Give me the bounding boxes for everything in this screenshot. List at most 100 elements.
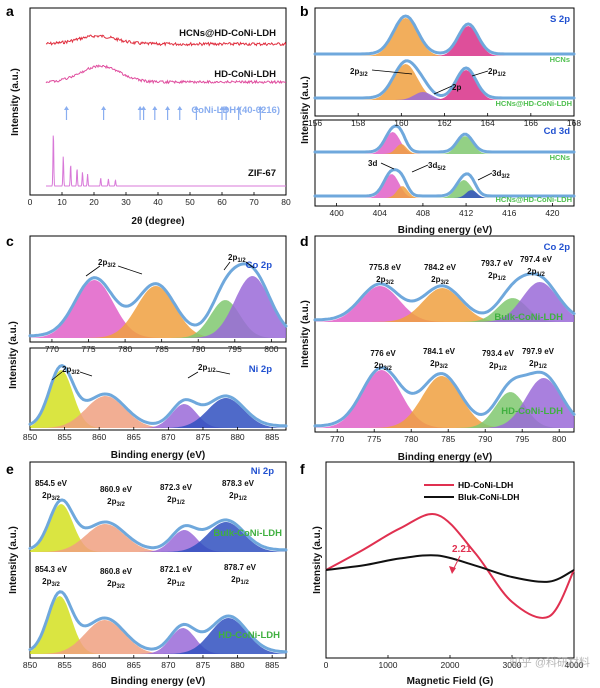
orbital-subscript: 1/2 xyxy=(239,496,248,502)
peak-orbital-label: 2p1/2 xyxy=(167,495,185,506)
fitted-peak xyxy=(315,392,574,428)
reference-arrow xyxy=(152,106,158,110)
orbital-subscript: 3/2 xyxy=(386,280,395,286)
panel-letter: e xyxy=(6,461,14,477)
peak-label: 2p1/2 xyxy=(488,67,506,78)
peak-energy-label: 872.3 eV xyxy=(160,483,193,492)
peak-orbital-label: 2p3/2 xyxy=(42,491,60,502)
panel-a: a 0 10 20 30 40 50 60 70 80 2θ (degree) Intensit… xyxy=(6,3,291,227)
fitted-peak xyxy=(30,398,286,428)
peak-orbital-label: 2p1/2 xyxy=(529,359,547,370)
peak-energy-label: 776 eV xyxy=(370,349,396,358)
peak-orbital-label: 2p1/2 xyxy=(489,361,507,372)
tick-label: 0 xyxy=(28,197,33,207)
tick-label: 855 xyxy=(58,660,72,670)
fitted-peak xyxy=(315,286,574,322)
tick-label: 1000 xyxy=(379,660,398,670)
f-curves xyxy=(325,513,575,619)
peak-label: 3d3/2 xyxy=(492,169,510,180)
peak-energy-label: 878.3 eV xyxy=(222,479,255,488)
e-curves xyxy=(28,498,288,654)
x-axis-label: Binding energy (eV) xyxy=(398,225,492,236)
reference-arrow xyxy=(141,106,147,110)
tick-label: 20 xyxy=(89,197,99,207)
peak-energy-label: 854.3 eV xyxy=(35,565,68,574)
envelope-curve xyxy=(313,366,576,428)
plot-frame xyxy=(29,461,287,659)
panel-letter: c xyxy=(6,233,14,249)
sample-label: HD-CoNi-LDH xyxy=(218,630,280,641)
panel-letter: f xyxy=(300,461,305,477)
co2p-title: Co 2p xyxy=(246,260,273,271)
peak-energy-label: 854.5 eV xyxy=(35,479,68,488)
orbital-subscript: 1/2 xyxy=(498,276,507,282)
x-ticks-ni: 850 855 860 865 870 875 880 885 xyxy=(23,427,280,442)
peak-orbital-label: 2p1/2 xyxy=(229,491,247,502)
tick-label: 780 xyxy=(404,434,418,444)
envelope-curve xyxy=(313,59,576,100)
fitted-peak xyxy=(315,378,574,428)
y-axis-label: Intensity (a.u.) xyxy=(8,321,19,389)
fitted-peak xyxy=(30,396,286,428)
envelope-curve xyxy=(28,590,288,654)
ni2p-title: Ni 2p xyxy=(249,364,272,375)
cd3d-title: Cd 3d xyxy=(544,126,571,137)
tick-label: 80 xyxy=(281,197,291,207)
fitted-peak xyxy=(30,596,286,654)
sample-label: HCNs xyxy=(550,153,570,162)
xrd-curve xyxy=(45,64,286,85)
tick-label: 40 xyxy=(153,197,163,207)
tick-label: 785 xyxy=(441,434,455,444)
b-curves xyxy=(313,14,576,198)
fitted-peak xyxy=(30,504,286,552)
sample-label: HCNs xyxy=(550,55,570,64)
fitted-peak xyxy=(30,276,286,338)
peak-orbital-label: 2p1/2 xyxy=(488,271,506,282)
a-curves xyxy=(45,34,286,187)
peak-label: 2p1/2 xyxy=(198,363,216,374)
tick-label: 800 xyxy=(264,344,278,354)
tick-label: 166 xyxy=(524,118,538,128)
peak-label: 2p3/2 xyxy=(62,365,80,376)
tick-label: 780 xyxy=(118,344,132,354)
tick-label: 412 xyxy=(459,208,473,218)
reference-arrow xyxy=(257,106,263,110)
peak-label: 2p1/2 xyxy=(228,253,246,264)
orbital-subscript: 3/2 xyxy=(52,582,61,588)
orbital-subscript: 1/2 xyxy=(499,366,508,372)
tick-label: 875 xyxy=(196,432,210,442)
sample-label: HCNs@HD-CoNi-LDH xyxy=(496,99,572,108)
epr-series-line xyxy=(325,513,575,619)
tick-label: 30 xyxy=(121,197,131,207)
orbital-subscript: 1/2 xyxy=(177,500,186,506)
plot-frame xyxy=(314,235,575,433)
tick-label: 770 xyxy=(45,344,59,354)
peak-orbital-label: 2p1/2 xyxy=(167,577,185,588)
e-annotations: 854.5 eV 2p3/2 860.9 eV 2p3/2 872.3 eV 2p1/2 8… xyxy=(35,479,257,590)
reference-arrow xyxy=(101,106,107,110)
series-label-2: HD-CoNi-LDH xyxy=(214,69,276,80)
d-curves xyxy=(313,272,576,428)
y-axis-label: Intensity (a.u.) xyxy=(300,76,311,144)
peak-energy-label: 860.9 eV xyxy=(100,485,133,494)
orbital-subscript: 3/2 xyxy=(117,584,126,590)
sample-label: HD-CoNi-LDH xyxy=(501,406,563,417)
x-ticks: 850 855 860 865 870 875 880 885 xyxy=(23,655,280,670)
series-label-1: HCNs@HD-CoNi-LDH xyxy=(179,28,276,39)
orbital-subscript: 3/2 xyxy=(441,280,450,286)
peak-energy-label: 872.1 eV xyxy=(160,565,193,574)
epr-series-line xyxy=(325,554,575,583)
xrd-curve-zif67 xyxy=(46,135,286,187)
reference-arrow xyxy=(236,106,242,110)
tick-label: 800 xyxy=(552,434,566,444)
x-axis-label: 2θ (degree) xyxy=(131,216,184,227)
fitted-peak xyxy=(30,370,286,428)
envelope-curve xyxy=(28,262,288,338)
tick-label: 162 xyxy=(437,118,451,128)
peak-orbital-label: 2p3/2 xyxy=(430,359,448,370)
x-axis-label: Magnetic Field (G) xyxy=(407,676,494,687)
tick-label: 850 xyxy=(23,432,37,442)
fitted-peak xyxy=(30,524,286,552)
peak-label: 2p3/2 xyxy=(98,258,116,269)
panel-letter: b xyxy=(300,3,309,19)
